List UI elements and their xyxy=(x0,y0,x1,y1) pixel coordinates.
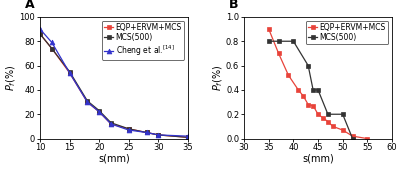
MCS(500) xyxy=(266,40,271,42)
Cheng et al.$^{[14]}$ xyxy=(144,131,149,134)
MCS(500) xyxy=(38,33,42,35)
EQP+ERVM+MCS xyxy=(126,128,131,130)
EQP+ERVM+MCS xyxy=(67,72,72,74)
MCS(500) xyxy=(109,122,114,124)
EQP+ERVM+MCS xyxy=(365,138,370,140)
EQP+ERVM+MCS xyxy=(50,47,54,50)
Y-axis label: $P_f$(%): $P_f$(%) xyxy=(211,64,224,91)
EQP+ERVM+MCS xyxy=(266,28,271,30)
MCS(500) xyxy=(85,100,90,102)
EQP+ERVM+MCS xyxy=(311,105,316,107)
Line: Cheng et al.$^{[14]}$: Cheng et al.$^{[14]}$ xyxy=(38,27,190,139)
MCS(500) xyxy=(340,113,345,115)
MCS(500) xyxy=(316,89,320,91)
Cheng et al.$^{[14]}$ xyxy=(85,101,90,103)
MCS(500) xyxy=(126,128,131,130)
EQP+ERVM+MCS xyxy=(38,33,42,35)
Line: MCS(500): MCS(500) xyxy=(38,32,190,139)
Legend: EQP+ERVM+MCS, MCS(500): EQP+ERVM+MCS, MCS(500) xyxy=(306,21,388,44)
EQP+ERVM+MCS xyxy=(186,136,190,138)
MCS(500) xyxy=(50,47,54,50)
EQP+ERVM+MCS xyxy=(301,95,306,97)
Cheng et al.$^{[14]}$ xyxy=(156,134,161,136)
EQP+ERVM+MCS xyxy=(85,101,90,103)
Line: EQP+ERVM+MCS: EQP+ERVM+MCS xyxy=(267,27,370,141)
MCS(500) xyxy=(144,131,149,134)
MCS(500) xyxy=(306,65,310,67)
Cheng et al.$^{[14]}$ xyxy=(126,129,131,131)
EQP+ERVM+MCS xyxy=(296,89,301,91)
EQP+ERVM+MCS xyxy=(320,117,325,119)
EQP+ERVM+MCS xyxy=(286,74,291,76)
MCS(500) xyxy=(156,134,161,136)
MCS(500) xyxy=(291,40,296,42)
EQP+ERVM+MCS xyxy=(340,129,345,131)
X-axis label: s(mm): s(mm) xyxy=(98,154,130,164)
Cheng et al.$^{[14]}$ xyxy=(38,28,42,30)
Cheng et al.$^{[14]}$ xyxy=(50,41,54,43)
Legend: EQP+ERVM+MCS, MCS(500), Cheng et al.$^{[14]}$: EQP+ERVM+MCS, MCS(500), Cheng et al.$^{[… xyxy=(102,21,184,60)
Cheng et al.$^{[14]}$ xyxy=(97,111,102,113)
Text: B: B xyxy=(229,0,239,11)
Text: A: A xyxy=(25,0,35,11)
EQP+ERVM+MCS xyxy=(326,120,330,123)
Cheng et al.$^{[14]}$ xyxy=(186,135,190,137)
MCS(500) xyxy=(276,40,281,42)
EQP+ERVM+MCS xyxy=(316,113,320,115)
Line: MCS(500): MCS(500) xyxy=(267,39,355,141)
Cheng et al.$^{[14]}$ xyxy=(109,123,114,125)
Line: EQP+ERVM+MCS: EQP+ERVM+MCS xyxy=(38,32,190,139)
EQP+ERVM+MCS xyxy=(276,52,281,54)
MCS(500) xyxy=(67,71,72,73)
Cheng et al.$^{[14]}$ xyxy=(67,72,72,74)
EQP+ERVM+MCS xyxy=(97,111,102,113)
EQP+ERVM+MCS xyxy=(156,134,161,136)
EQP+ERVM+MCS xyxy=(306,103,310,105)
Y-axis label: $P_f$(%): $P_f$(%) xyxy=(4,64,18,91)
EQP+ERVM+MCS xyxy=(144,131,149,134)
MCS(500) xyxy=(350,138,355,140)
EQP+ERVM+MCS xyxy=(350,135,355,137)
MCS(500) xyxy=(326,113,330,115)
EQP+ERVM+MCS xyxy=(109,123,114,125)
MCS(500) xyxy=(186,136,190,138)
MCS(500) xyxy=(311,89,316,91)
MCS(500) xyxy=(97,110,102,112)
EQP+ERVM+MCS xyxy=(330,125,335,127)
X-axis label: s(mm): s(mm) xyxy=(302,154,334,164)
